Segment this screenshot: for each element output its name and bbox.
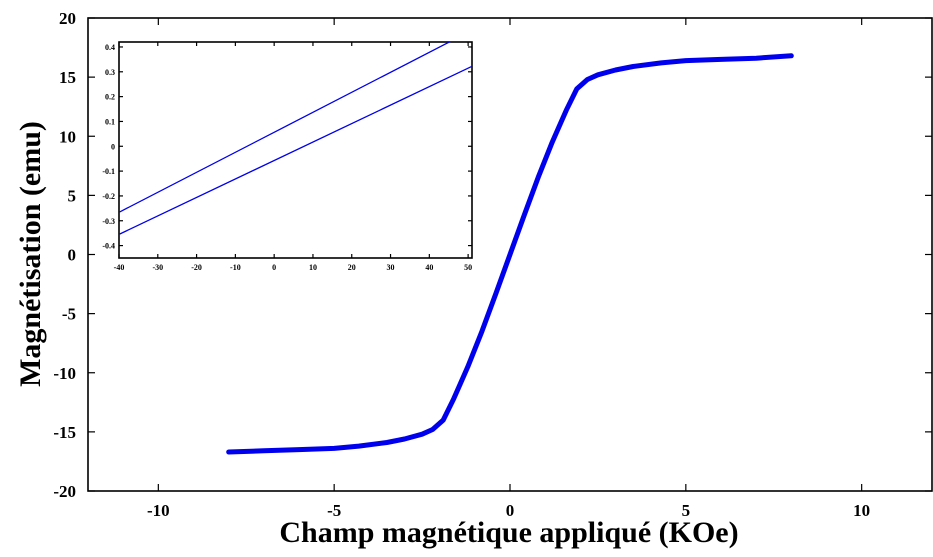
inset-y-tick-label: 0: [111, 142, 115, 151]
main-x-tick-label: -10: [147, 501, 170, 520]
main-y-tick-label: 0: [68, 246, 77, 265]
inset-x-tick-label: -10: [230, 263, 241, 272]
inset-y-tick-label: 0.2: [105, 93, 115, 102]
inset-y-tick-label: -0.4: [102, 242, 115, 251]
y-axis-title: Magnétisation (emu): [14, 121, 47, 387]
inset-y-tick-label: -0.1: [102, 167, 115, 176]
main-plot: -10 -5 0 5 10 -20 -15 -10 -5 0 5 10 15 20: [53, 9, 933, 520]
inset-y-tick-label: 0.3: [105, 68, 115, 77]
main-series-line-0: [226, 53, 794, 455]
main-x-tick-label: 10: [853, 501, 870, 520]
main-y-tick-label: 20: [59, 9, 76, 28]
main-y-tick-label: -15: [53, 423, 76, 442]
main-x-tick-label: 5: [682, 501, 691, 520]
inset-frame: [118, 41, 473, 259]
main-y-tick-label: -20: [53, 482, 76, 501]
main-y-tick-label: -5: [62, 305, 76, 324]
main-y-tick-label: 10: [59, 127, 76, 146]
inset-series-line-1: [119, 65, 472, 236]
main-x-tick-label: 0: [506, 501, 515, 520]
x-axis-title: Champ magnétique appliqué (KOe): [279, 516, 738, 549]
inset-plot: -40 -30 -20 -10 0 10 20 30 40 50 -0.4 -0.3 -0.2 -0.1 0…: [102, 41, 473, 272]
inset-x-tick-label: 0: [272, 263, 276, 272]
main-y-tick-label: 15: [59, 68, 76, 87]
inset-x-tick-label: -30: [152, 263, 163, 272]
main-x-tick-label: -5: [327, 501, 341, 520]
inset-x-tick-label: 30: [387, 263, 395, 272]
inset-y-tick-label: 0.4: [105, 43, 115, 52]
main-y-tick-label: 5: [68, 186, 77, 205]
inset-y-tick-label: 0.1: [105, 117, 115, 126]
inset-y-tick-label: -0.2: [102, 192, 115, 201]
inset-x-tick-label: 20: [348, 263, 356, 272]
main-y-tick-label: -10: [53, 364, 76, 383]
inset-series-line-0: [119, 42, 451, 213]
inset-x-tick-label: -20: [191, 263, 202, 272]
inset-y-tick-label: -0.3: [102, 217, 115, 226]
inset-x-tick-label: 40: [425, 263, 433, 272]
inset-x-tick-label: 50: [464, 263, 472, 272]
inset-x-tick-label: -40: [114, 263, 125, 272]
inset-x-tick-label: 10: [309, 263, 317, 272]
